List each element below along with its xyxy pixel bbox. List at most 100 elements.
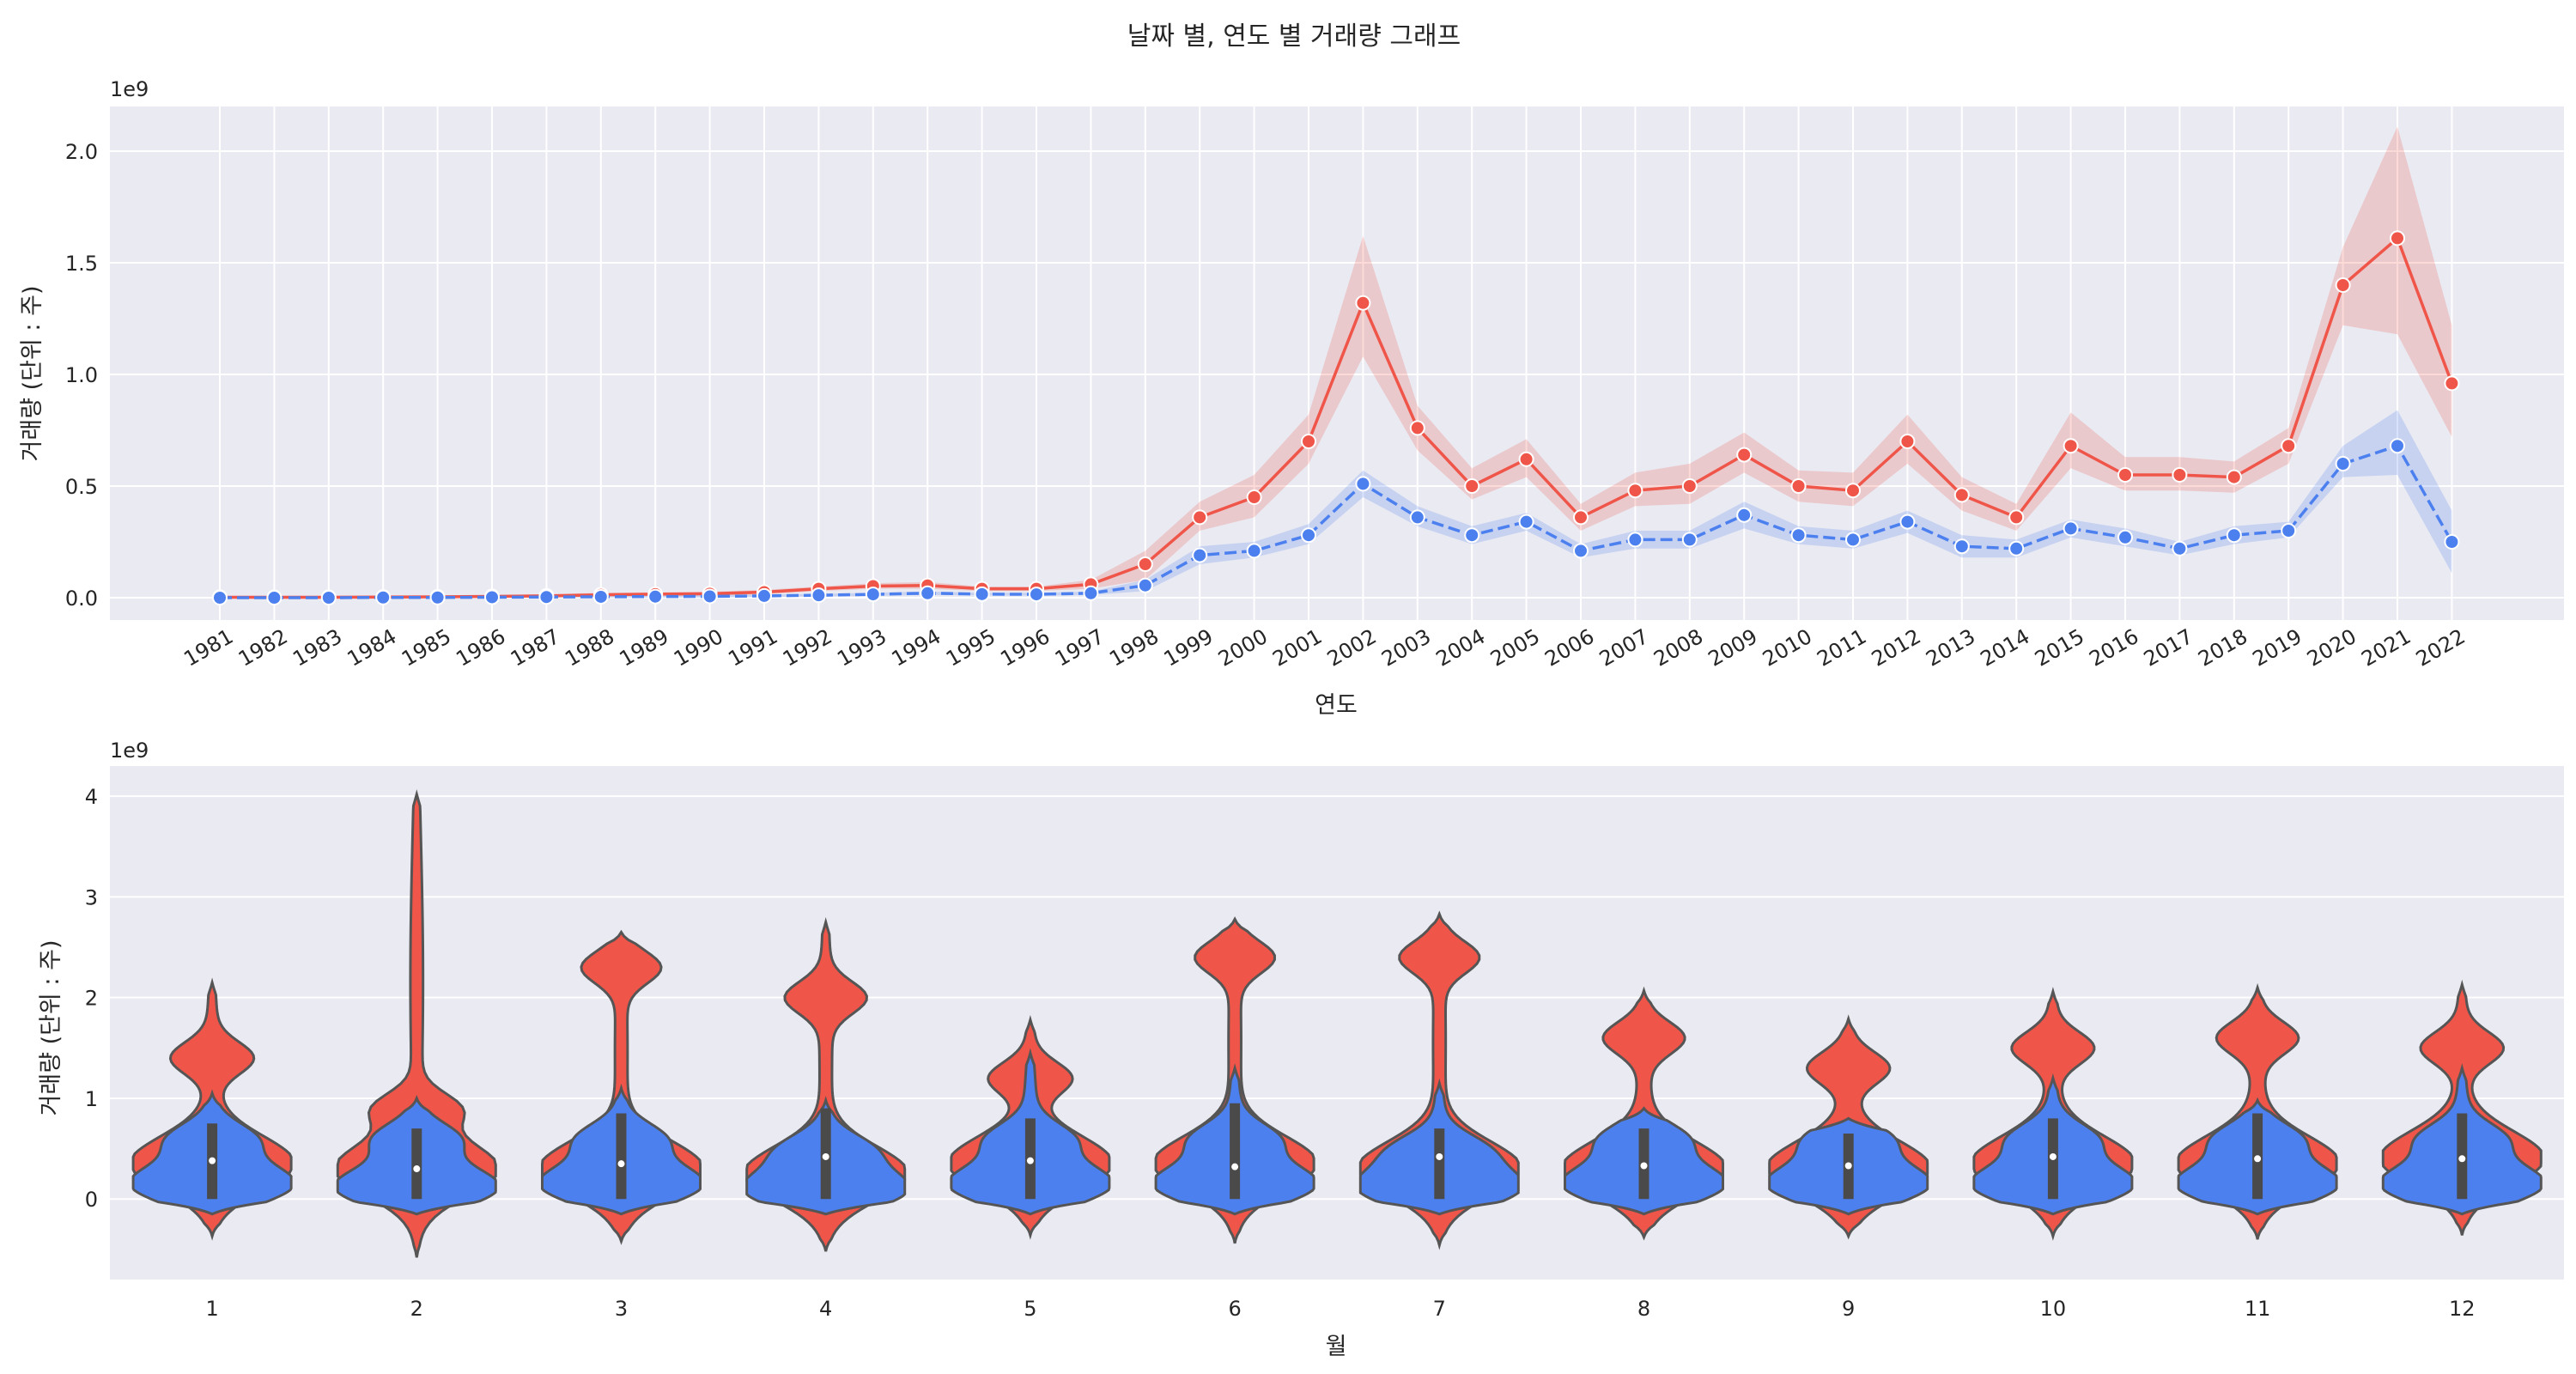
data-point-red	[1627, 483, 1643, 499]
data-point-blue	[1355, 476, 1371, 492]
data-point-red	[2444, 375, 2460, 392]
data-point-blue	[2172, 540, 2188, 556]
data-point-blue	[756, 587, 772, 604]
violin-chart-y-label: 거래량 (단위 : 주)	[38, 940, 64, 1116]
y-tick-label: 4	[85, 785, 98, 809]
data-point-blue	[2390, 438, 2405, 454]
y-tick-label: 1.0	[65, 363, 98, 387]
violin-chart-x-label: 월	[1326, 1334, 1347, 1360]
x-tick-label: 6	[1228, 1297, 1241, 1321]
x-tick-label: 2	[410, 1297, 423, 1321]
line-chart-series	[212, 230, 2460, 605]
data-point-red	[1518, 451, 1534, 467]
data-point-blue	[1573, 543, 1589, 559]
data-point-blue	[2117, 529, 2133, 545]
data-point-blue	[212, 590, 228, 605]
violin-median	[1844, 1162, 1852, 1170]
x-tick-label: 4	[819, 1297, 832, 1321]
data-point-red	[2335, 277, 2351, 293]
y-tick-label: 2	[85, 987, 98, 1011]
data-point-blue	[702, 588, 718, 605]
violin-chart-violins	[131, 789, 2543, 1258]
x-tick-label: 11	[2245, 1297, 2271, 1321]
data-point-red	[2390, 230, 2405, 246]
data-point-blue	[1246, 543, 1262, 559]
data-point-red	[1953, 487, 1970, 503]
data-point-blue	[1736, 507, 1753, 523]
data-point-blue	[2335, 456, 2351, 471]
data-point-red	[1192, 509, 1208, 526]
line-chart-y-label: 거래량 (단위 : 주)	[19, 286, 46, 462]
data-point-blue	[811, 587, 827, 604]
violin-chart-x-ticks: 1 2 3 4 5 6 7 8 9 10 11 12	[205, 1297, 2475, 1321]
x-tick-label: 10	[2040, 1297, 2067, 1321]
data-point-red	[1899, 434, 1916, 449]
data-point-blue	[920, 585, 936, 601]
data-point-red	[2008, 509, 2025, 526]
data-point-blue	[2281, 523, 2297, 538]
data-point-red	[1355, 295, 1371, 311]
data-point-blue	[1192, 547, 1208, 563]
data-point-red	[2226, 469, 2242, 485]
data-point-blue	[865, 587, 881, 603]
data-point-blue	[2008, 540, 2025, 556]
data-point-red	[1573, 509, 1589, 526]
violin-median	[2254, 1155, 2262, 1163]
violin-median	[1436, 1152, 1443, 1160]
y-tick-label: 0.0	[65, 587, 98, 611]
data-point-blue	[538, 589, 555, 605]
data-point-blue	[1518, 514, 1534, 530]
data-point-red	[1845, 483, 1861, 499]
violin-median	[2049, 1152, 2057, 1160]
violin-chart-plot-area	[110, 766, 2564, 1280]
violin-median	[1640, 1162, 1648, 1170]
line-chart-x-label: 연도	[1315, 692, 1358, 719]
data-point-blue	[2226, 527, 2242, 544]
violin-chart-y-ticks: 0 1 2 3 4	[85, 785, 98, 1212]
data-point-red	[1464, 478, 1480, 494]
line-chart-y-ticks: 0.0 0.5 1.0 1.5 2.0	[65, 140, 98, 611]
y-tick-label: 3	[85, 885, 98, 909]
data-point-blue	[1029, 587, 1044, 603]
data-point-red	[1301, 434, 1316, 449]
data-point-blue	[1899, 514, 1916, 530]
data-point-red	[1246, 489, 1262, 505]
violin-median	[1026, 1157, 1034, 1164]
data-point-red	[1790, 478, 1807, 494]
line-chart-plot-area	[110, 106, 2564, 620]
data-point-red	[2281, 438, 2297, 454]
data-point-red	[1137, 556, 1153, 572]
data-point-blue	[484, 589, 500, 605]
series-line-blue	[220, 444, 2453, 599]
x-tick-label: 7	[1433, 1297, 1446, 1321]
data-point-blue	[974, 586, 990, 602]
data-point-red	[1409, 420, 1425, 436]
data-point-blue	[266, 590, 283, 605]
x-tick-label: 12	[2449, 1297, 2476, 1321]
y-tick-label: 1.5	[65, 252, 98, 276]
data-point-red	[1736, 447, 1753, 463]
data-point-red	[1681, 478, 1698, 494]
data-point-blue	[1845, 532, 1861, 548]
data-point-blue	[1301, 527, 1316, 544]
data-point-blue	[320, 590, 337, 605]
data-point-blue	[1681, 532, 1698, 548]
data-point-blue	[1464, 527, 1480, 544]
data-point-blue	[1083, 585, 1099, 601]
violin-median	[1231, 1163, 1239, 1170]
line-chart-confidence-bands	[220, 126, 2452, 598]
data-point-blue	[1409, 509, 1425, 526]
violin-median	[209, 1157, 216, 1164]
data-point-red	[2172, 467, 2188, 483]
data-point-blue	[647, 588, 664, 605]
violin-chart-grid	[110, 795, 2564, 1201]
data-point-blue	[429, 589, 446, 605]
data-point-blue	[1790, 527, 1807, 544]
confidence-band-red	[220, 126, 2452, 598]
violin-chart-offset-text: 1e9	[110, 739, 149, 763]
data-point-blue	[2444, 534, 2460, 550]
data-point-blue	[592, 588, 609, 605]
data-point-red	[2063, 438, 2079, 454]
